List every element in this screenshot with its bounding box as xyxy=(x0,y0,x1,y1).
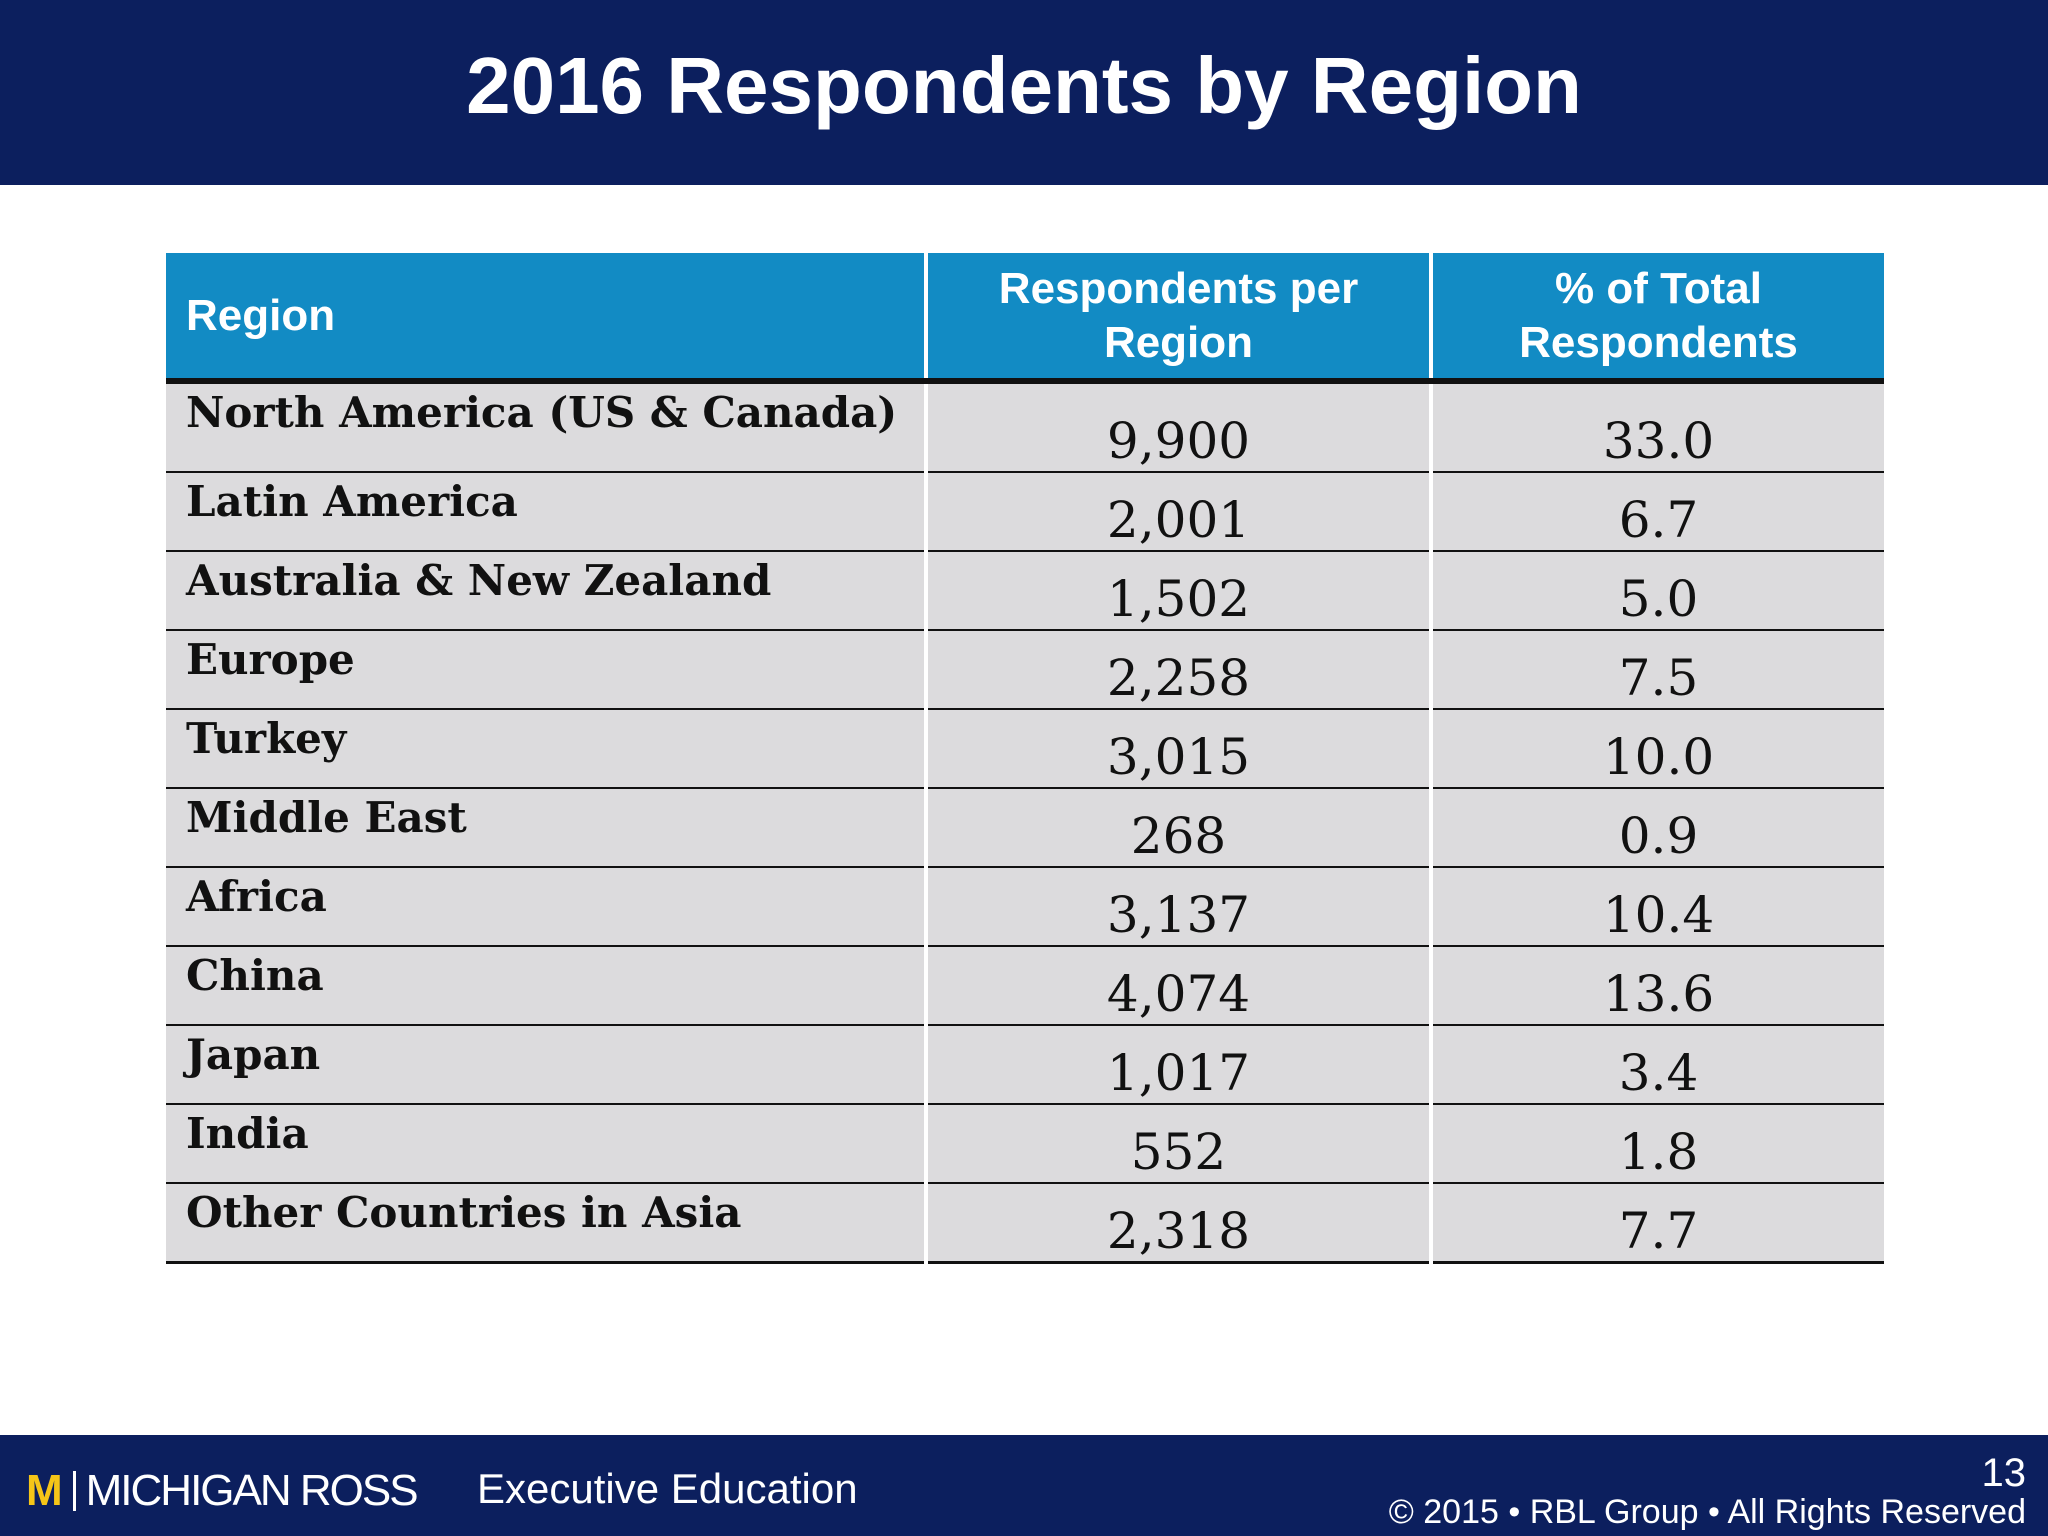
region-cell: Europe xyxy=(166,630,926,710)
percent-cell: 5.0 xyxy=(1429,551,1884,631)
table-row: Latin America 2,001 6.7 xyxy=(166,472,1884,552)
respondents-cell: 552 xyxy=(924,1104,1431,1184)
region-cell: Japan xyxy=(166,1025,926,1105)
table-row: Other Countries in Asia 2,318 7.7 xyxy=(166,1183,1884,1264)
page-number: 13 xyxy=(1981,1451,2027,1495)
respondents-cell: 268 xyxy=(924,788,1431,868)
percent-cell: 3.4 xyxy=(1429,1025,1884,1105)
footer-bar: M MICHIGAN ROSS Executive Education 13 ©… xyxy=(0,1435,2048,1536)
table-row: Turkey 3,015 10.0 xyxy=(166,709,1884,789)
respondents-cell: 2,318 xyxy=(924,1183,1431,1264)
region-cell: North America (US & Canada) xyxy=(166,381,926,473)
respondents-table-container: Region Respondents per Region % of Total… xyxy=(166,253,1884,1264)
column-header-percent: % of Total Respondents xyxy=(1429,253,1884,384)
percent-cell: 7.7 xyxy=(1429,1183,1884,1264)
table-row: Australia & New Zealand 1,502 5.0 xyxy=(166,551,1884,631)
percent-cell: 0.9 xyxy=(1429,788,1884,868)
table-header-row: Region Respondents per Region % of Total… xyxy=(166,253,1884,384)
slide-title: 2016 Respondents by Region xyxy=(466,40,1582,130)
block-m-icon: M xyxy=(26,1466,63,1515)
header-bar: 2016 Respondents by Region xyxy=(0,0,2048,185)
percent-cell: 6.7 xyxy=(1429,472,1884,552)
respondents-table: Region Respondents per Region % of Total… xyxy=(166,253,1884,1264)
column-header-respondents: Respondents per Region xyxy=(924,253,1431,384)
region-cell: Australia & New Zealand xyxy=(166,551,926,631)
table-header: Region Respondents per Region % of Total… xyxy=(166,253,1884,384)
percent-cell: 33.0 xyxy=(1429,381,1884,473)
logo-divider xyxy=(72,1471,76,1511)
percent-cell: 10.0 xyxy=(1429,709,1884,789)
table-row: Africa 3,137 10.4 xyxy=(166,867,1884,947)
respondents-cell: 1,502 xyxy=(924,551,1431,631)
column-header-region: Region xyxy=(166,253,926,384)
logo-text: MICHIGAN ROSS xyxy=(85,1466,419,1515)
table-row: Europe 2,258 7.5 xyxy=(166,630,1884,710)
respondents-cell: 2,258 xyxy=(924,630,1431,710)
respondents-cell: 1,017 xyxy=(924,1025,1431,1105)
region-cell: Africa xyxy=(166,867,926,947)
table-row: North America (US & Canada) 9,900 33.0 xyxy=(166,381,1884,473)
percent-cell: 10.4 xyxy=(1429,867,1884,947)
percent-cell: 13.6 xyxy=(1429,946,1884,1026)
region-cell: Middle East xyxy=(166,788,926,868)
percent-cell: 7.5 xyxy=(1429,630,1884,710)
table-row: Japan 1,017 3.4 xyxy=(166,1025,1884,1105)
respondents-cell: 4,074 xyxy=(924,946,1431,1026)
respondents-cell: 3,137 xyxy=(924,867,1431,947)
percent-cell: 1.8 xyxy=(1429,1104,1884,1184)
region-cell: Turkey xyxy=(166,709,926,789)
region-cell: China xyxy=(166,946,926,1026)
program-name: Executive Education xyxy=(477,1465,858,1512)
region-cell: Latin America xyxy=(166,472,926,552)
respondents-cell: 9,900 xyxy=(924,381,1431,473)
table-body: North America (US & Canada) 9,900 33.0 L… xyxy=(166,381,1884,1264)
region-cell: Other Countries in Asia xyxy=(166,1183,926,1264)
copyright-notice: © 2015 • RBL Group • All Rights Reserved xyxy=(1388,1493,2026,1531)
table-row: China 4,074 13.6 xyxy=(166,946,1884,1026)
respondents-cell: 3,015 xyxy=(924,709,1431,789)
michigan-ross-logo: M MICHIGAN ROSS xyxy=(26,1466,419,1515)
table-row: Middle East 268 0.9 xyxy=(166,788,1884,868)
respondents-cell: 2,001 xyxy=(924,472,1431,552)
region-cell: India xyxy=(166,1104,926,1184)
table-row: India 552 1.8 xyxy=(166,1104,1884,1184)
